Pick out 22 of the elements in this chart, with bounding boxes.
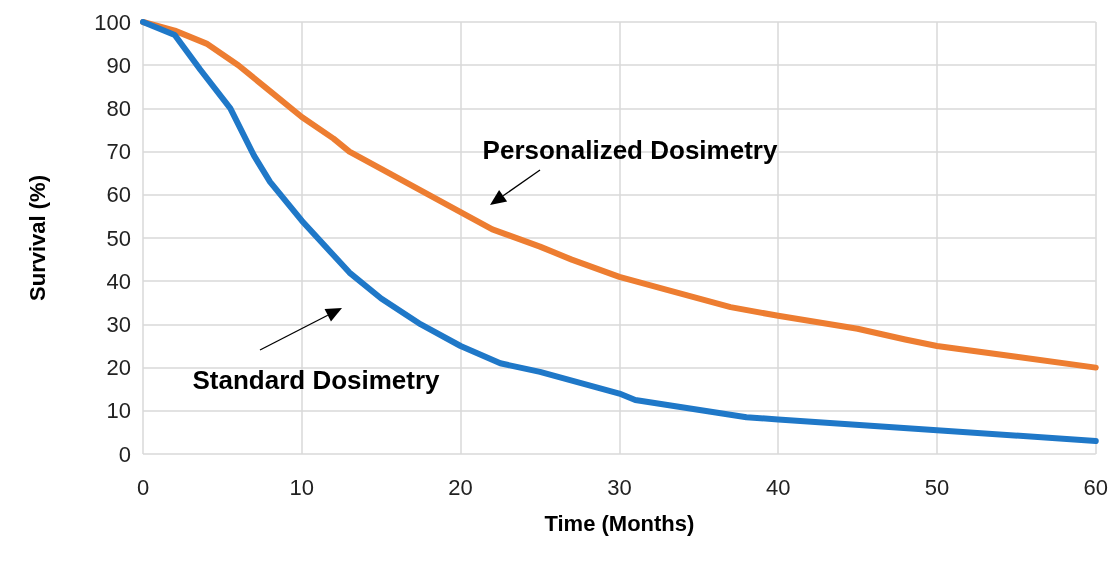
x-tick-label: 20 bbox=[448, 474, 473, 500]
y-tick-label: 0 bbox=[118, 441, 131, 467]
y-tick-label: 20 bbox=[106, 355, 131, 381]
x-tick-label: 40 bbox=[765, 474, 791, 500]
y-tick-label: 70 bbox=[106, 139, 131, 165]
y-tick-label: 80 bbox=[106, 95, 131, 121]
x-tick-label: 30 bbox=[607, 474, 632, 500]
x-tick-label: 10 bbox=[289, 474, 315, 500]
x-tick-label: 0 bbox=[136, 474, 150, 500]
y-axis-title: Survival (%) bbox=[24, 175, 50, 301]
y-tick-label: 10 bbox=[106, 398, 131, 424]
y-tick-label: 50 bbox=[106, 225, 131, 251]
y-tick-label: 60 bbox=[106, 182, 131, 208]
x-tick-label: 50 bbox=[924, 474, 950, 500]
y-tick-label: 30 bbox=[106, 311, 131, 337]
y-tick-label: 90 bbox=[106, 52, 131, 78]
annotation: Personalized Dosimetry bbox=[482, 135, 778, 165]
y-tick-label: 40 bbox=[106, 268, 131, 294]
annotation: Standard Dosimetry bbox=[192, 365, 441, 395]
x-axis-title: Time (Months) bbox=[544, 510, 695, 536]
x-tick-label: 60 bbox=[1083, 474, 1109, 500]
y-tick-label: 100 bbox=[94, 9, 131, 35]
